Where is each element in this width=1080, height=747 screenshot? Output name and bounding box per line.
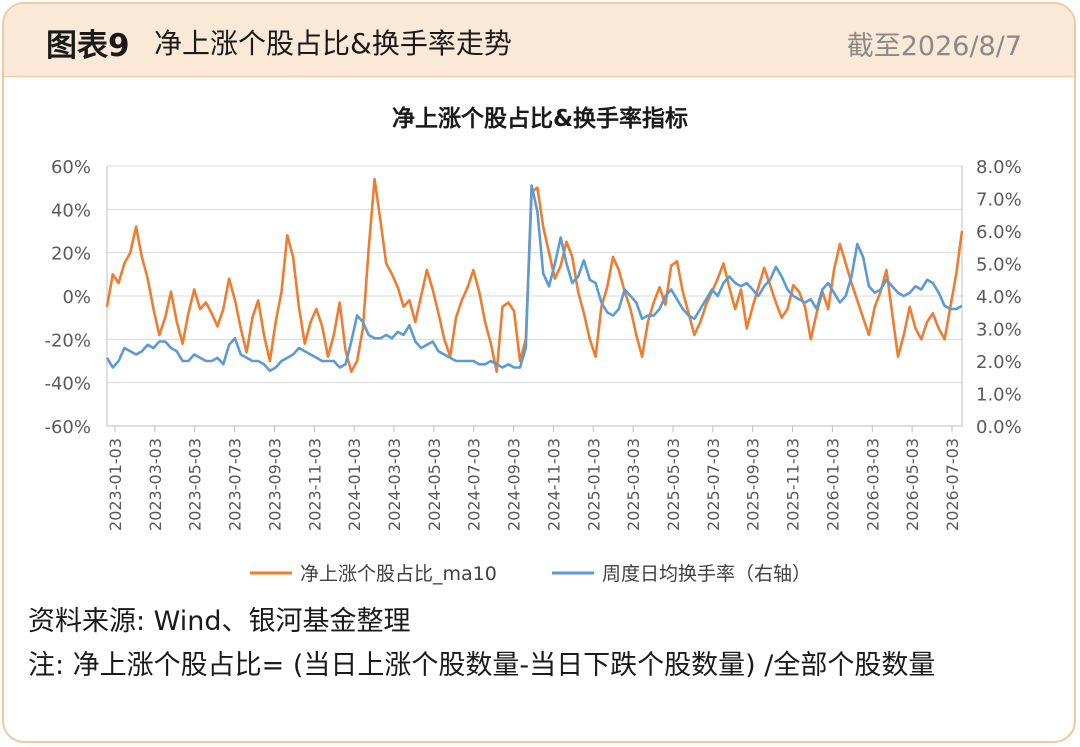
y-right-tick-label: 1.0% <box>976 385 1022 406</box>
x-tick-label: 2024-07-03 <box>465 438 484 531</box>
y-right-tick-label: 8.0% <box>976 157 1022 178</box>
turnover-series-line <box>105 184 963 373</box>
x-tick-label: 2024-05-03 <box>425 438 444 531</box>
figure-label: 图表9 <box>46 28 130 64</box>
x-tick-label: 2023-01-03 <box>106 438 125 531</box>
legend: 净上涨个股占比_ma10 周度日均换手率（右轴） <box>250 563 811 585</box>
x-tick-label: 2024-03-03 <box>385 438 404 531</box>
y-right-tick-label: 4.0% <box>976 287 1022 308</box>
net-advance-series-line <box>105 177 964 374</box>
chart-title: 净上涨个股占比&换手率指标 <box>392 105 688 132</box>
formula-note: 注: 净上涨个股占比= (当日上涨个股数量-当日下跌个股数量) /全部个股数量 <box>28 650 936 681</box>
x-tick-label: 2023-09-03 <box>265 438 284 531</box>
footnotes: 资料来源: Wind、银河基金整理 注: 净上涨个股占比= (当日上涨个股数量-… <box>28 600 1058 688</box>
x-tick-label: 2025-09-03 <box>744 438 763 531</box>
x-tick-label: 2024-11-03 <box>544 438 563 531</box>
y-right-tick-label: 6.0% <box>976 222 1022 243</box>
y-left-tick-label: 60% <box>51 157 91 178</box>
source-note: 资料来源: Wind、银河基金整理 <box>28 606 411 637</box>
x-tick-label: 2025-07-03 <box>704 438 723 531</box>
figure-title: 净上涨个股占比&换手率走势 <box>154 27 512 60</box>
y-left-tick-label: -40% <box>44 374 91 395</box>
x-tick-label: 2023-03-03 <box>146 438 165 531</box>
legend-label-turnover: 周度日均换手率（右轴） <box>602 563 811 585</box>
x-tick-label: 2026-01-03 <box>823 438 842 531</box>
x-tick-label: 2026-05-03 <box>903 438 922 531</box>
x-tick-label: 2024-09-03 <box>505 438 524 531</box>
as-of-date: 截至2026/8/7 <box>846 31 1022 62</box>
y-right-tick-label: 7.0% <box>976 190 1022 211</box>
y-left-tick-label: -60% <box>44 417 91 438</box>
line-chart: 净上涨个股占比&换手率指标 60% 40% 20% 0% -20% -40% -60% 8.0… <box>44 105 1021 585</box>
x-tick-label: 2023-05-03 <box>186 438 205 531</box>
gridlines <box>107 165 962 427</box>
y-right-tick-label: 5.0% <box>976 255 1022 276</box>
x-tick-label: 2025-03-03 <box>624 438 643 531</box>
y-left-tick-label: 40% <box>51 200 91 221</box>
header-bar: 图表9 净上涨个股占比&换手率走势 截至2026/8/7 <box>4 4 1074 77</box>
x-tick-label: 2026-03-03 <box>863 438 882 531</box>
y-left-tick-label: 0% <box>62 287 91 308</box>
axes: 60% 40% 20% 0% -20% -40% -60% 8.0% 7.0% 6.0% 5.0% 4… <box>44 157 1021 531</box>
x-tick-label: 2025-05-03 <box>664 438 683 531</box>
legend-label-net-advance: 净上涨个股占比_ma10 <box>300 563 497 585</box>
y-right-tick-label: 2.0% <box>976 352 1022 373</box>
y-right-tick-label: 3.0% <box>976 320 1022 341</box>
x-tick-label: 2026-07-03 <box>943 438 962 531</box>
y-left-tick-label: 20% <box>51 244 91 265</box>
x-tick-label: 2023-11-03 <box>305 438 324 531</box>
x-tick-label: 2025-01-03 <box>584 438 603 531</box>
y-left-tick-label: -20% <box>44 330 91 351</box>
y-right-tick-label: 0.0% <box>976 417 1022 438</box>
x-tick-label: 2025-11-03 <box>784 438 803 531</box>
series-lines <box>105 177 964 374</box>
x-tick-label: 2024-01-03 <box>345 438 364 531</box>
x-tick-label: 2023-07-03 <box>226 438 245 531</box>
